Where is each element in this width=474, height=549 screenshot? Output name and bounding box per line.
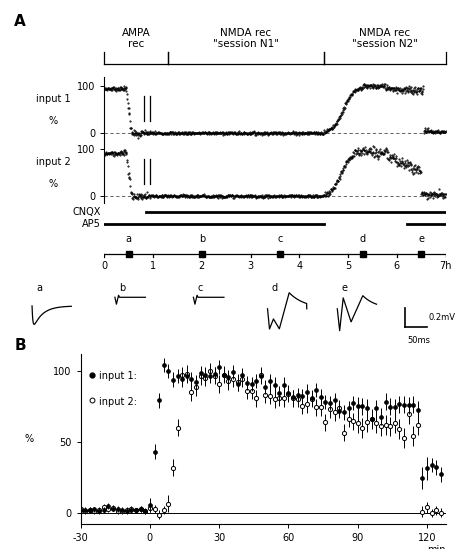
Text: NMDA rec
"session N2": NMDA rec "session N2" <box>352 28 418 49</box>
Text: A: A <box>14 14 26 29</box>
Text: 1: 1 <box>150 261 156 271</box>
Text: b: b <box>119 283 126 293</box>
Text: AP5: AP5 <box>82 220 101 229</box>
Text: d: d <box>360 234 366 244</box>
Text: e: e <box>418 234 424 244</box>
Text: 5: 5 <box>345 261 351 271</box>
Text: e: e <box>342 283 347 293</box>
Text: NMDA rec
"session N1": NMDA rec "session N1" <box>213 28 279 49</box>
Text: c: c <box>198 283 203 293</box>
Text: CNQX: CNQX <box>73 207 101 217</box>
Text: %: % <box>48 116 58 126</box>
Text: c: c <box>277 234 283 244</box>
Text: input 1: input 1 <box>36 94 71 104</box>
Text: d: d <box>272 283 278 293</box>
Text: input 1:: input 1: <box>99 371 137 381</box>
Text: input 2: input 2 <box>36 157 71 167</box>
Text: input 2:: input 2: <box>99 396 137 407</box>
Text: 3: 3 <box>247 261 254 271</box>
Text: %: % <box>48 179 58 189</box>
Text: 2: 2 <box>199 261 205 271</box>
Text: min: min <box>427 545 446 549</box>
Text: 4: 4 <box>296 261 302 271</box>
Text: 6: 6 <box>394 261 400 271</box>
Text: %: % <box>25 434 34 444</box>
Text: 0.2mV: 0.2mV <box>429 313 456 322</box>
Text: b: b <box>199 234 205 244</box>
Text: a: a <box>126 234 132 244</box>
Text: 0: 0 <box>101 261 107 271</box>
Text: B: B <box>14 338 26 352</box>
Text: a: a <box>36 283 42 293</box>
Text: AMPA
rec: AMPA rec <box>122 28 150 49</box>
Text: 50ms: 50ms <box>407 336 430 345</box>
Text: 7h: 7h <box>439 261 452 271</box>
